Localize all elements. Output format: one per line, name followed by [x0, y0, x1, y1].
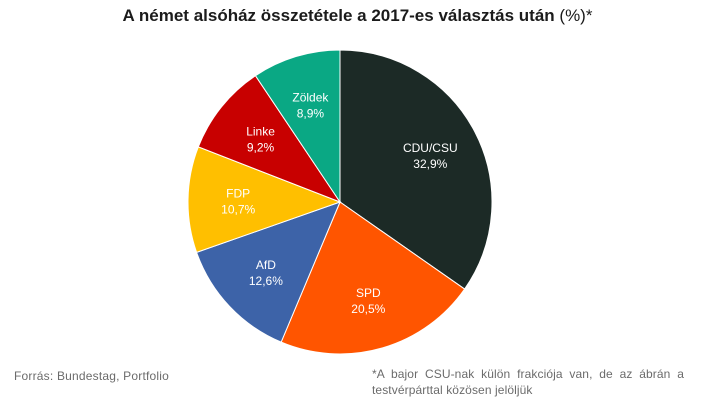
- pie-slice-afd: [195, 201, 341, 343]
- slice-value-label: 10,7%: [221, 202, 255, 216]
- slice-value-label: 20,5%: [351, 302, 385, 316]
- pie-slice-zoldek: [254, 49, 341, 204]
- slice-name-label: SPD: [356, 286, 381, 300]
- slice-value-label: 9,2%: [247, 140, 275, 154]
- pie-slice-cdu-csu: [339, 49, 493, 290]
- slice-name-label: CDU/CSU: [403, 141, 458, 155]
- slice-value-label: 8,9%: [297, 107, 325, 121]
- slice-name-label: Linke: [246, 124, 275, 138]
- chart-title-main: A német alsóház összetétele a 2017-es vá…: [122, 6, 555, 25]
- footnote: *A bajor CSU-nak külön frakciója van, de…: [372, 367, 684, 397]
- pie-slice-spd: [280, 201, 466, 355]
- slice-value-label: 32,9%: [413, 157, 447, 171]
- slice-name-label: AfD: [256, 258, 276, 272]
- slice-name-label: FDP: [226, 186, 250, 200]
- slice-name-label: Zöldek: [292, 91, 329, 105]
- source-note: Forrás: Bundestag, Portfolio: [14, 369, 170, 383]
- chart-title-suffix: (%)*: [559, 6, 593, 25]
- pie-slice-fdp: [187, 146, 342, 254]
- chart-title: A német alsóház összetétele a 2017-es vá…: [0, 6, 715, 26]
- slice-value-label: 12,6%: [249, 274, 283, 288]
- pie-slice-linke: [197, 74, 342, 204]
